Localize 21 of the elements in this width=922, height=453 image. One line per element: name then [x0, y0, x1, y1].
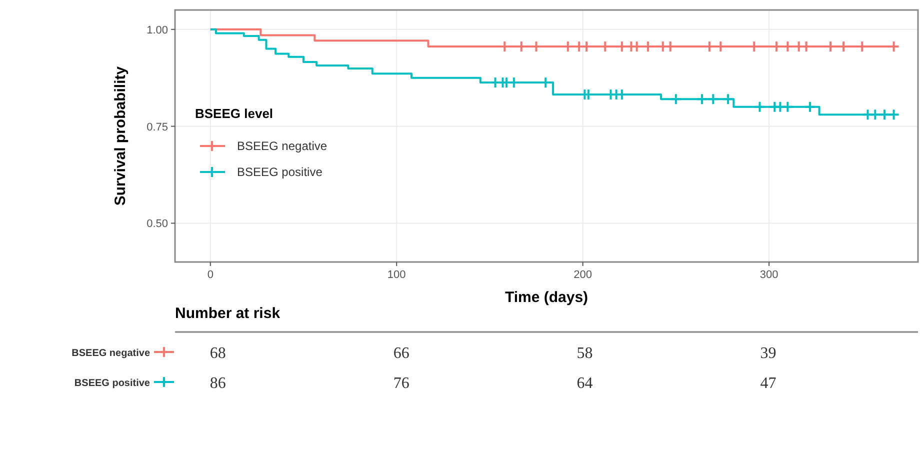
chart-title: Number at risk	[175, 305, 281, 322]
data-label: 86	[210, 375, 226, 392]
legend-label: BSEEG negative	[237, 139, 328, 153]
data-label: 39	[760, 345, 776, 362]
data-label: 58	[576, 345, 593, 362]
data-label: 64	[576, 375, 593, 392]
data-label: 66	[393, 345, 410, 362]
x-tick-label: 200	[574, 269, 592, 281]
data-label: 47	[760, 375, 776, 392]
y-tick-label: 0.75	[146, 121, 168, 134]
y-tick-label: 0.50	[146, 218, 168, 230]
y-tick-label: 1.00	[146, 24, 168, 36]
data-label: 68	[210, 345, 226, 362]
x-axis-title: Time (days)	[504, 289, 588, 306]
y-axis-title: Survival probability	[112, 66, 129, 206]
x-tick-label: 0	[207, 269, 214, 281]
x-tick-label: 100	[387, 269, 406, 281]
legend-title: BSEEG level	[195, 106, 274, 121]
data-label: 76	[393, 375, 410, 392]
x-tick-label: 300	[760, 269, 778, 281]
legend-label: BSEEG positive	[237, 165, 323, 179]
